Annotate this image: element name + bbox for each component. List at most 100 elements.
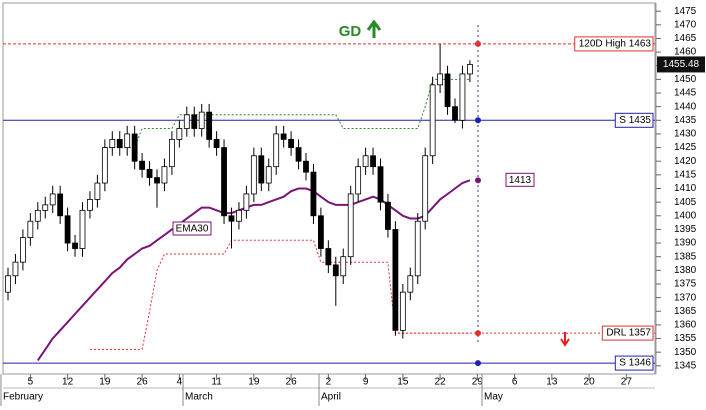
candle-body (101, 147, 108, 184)
ema-line (36, 179, 471, 361)
candle-body (452, 106, 458, 121)
x-tick-label: 11 (211, 377, 222, 388)
y-tick-label: 1460 (674, 47, 697, 58)
candle-body (347, 193, 354, 258)
candle-body (198, 111, 205, 129)
x-tick-label: 6 (512, 377, 518, 388)
ema-end-box (505, 172, 535, 187)
candle-body (236, 209, 242, 222)
candle-body (444, 73, 451, 108)
y-tick-label: 1420 (674, 156, 697, 167)
candle-body (168, 138, 175, 168)
candle-body (250, 155, 257, 195)
candle-body (213, 138, 220, 148)
candle-body (183, 114, 190, 129)
x-tick-label: 26 (286, 377, 298, 388)
y-tick-label: 1450 (674, 74, 697, 85)
y-tick-label: 1395 (674, 224, 697, 235)
y-tick-label: 1355 (674, 333, 697, 344)
candle-body (79, 209, 86, 249)
level-marker (475, 330, 481, 337)
y-tick-label: 1370 (674, 292, 697, 303)
y-tick-label: 1440 (674, 101, 697, 112)
down-arrow (560, 332, 570, 347)
candle-body (12, 261, 19, 277)
y-tick-label: 1365 (674, 306, 697, 317)
candle-body (392, 229, 399, 331)
candle-body (124, 133, 131, 148)
x-tick-label: 4 (177, 377, 183, 388)
month-label: March (185, 392, 213, 403)
level-label: S 1346 (619, 358, 651, 369)
candle-body (116, 138, 123, 148)
y-tick-label: 1465 (674, 33, 697, 44)
y-tick-label: 1425 (674, 142, 697, 153)
candle-body (385, 201, 391, 230)
candle-body (295, 147, 302, 162)
candle-body (42, 204, 49, 211)
y-tick-label: 1415 (674, 170, 697, 181)
y-tick-label: 1475 (674, 6, 697, 17)
x-tick-label: 27 (621, 377, 633, 388)
candle-body (206, 111, 213, 140)
candle-body (459, 73, 466, 121)
last-price-label: 1455.48 (663, 59, 700, 70)
last-price-box (657, 56, 705, 73)
signal-label: GD (339, 23, 362, 40)
candle-body (466, 64, 473, 75)
x-tick-label: 5 (28, 377, 34, 388)
candle-body (370, 155, 376, 168)
plot: 1345135013551360136513701375138013851390… (0, 3, 705, 406)
plot-frame (2, 2, 656, 375)
x-tick-label: 13 (546, 377, 558, 388)
candle-body (139, 160, 146, 170)
candle-body (429, 84, 436, 157)
x-tick-label: 9 (363, 377, 369, 388)
candle-body (161, 166, 168, 184)
y-tick-label: 1430 (674, 129, 697, 140)
candle-body (228, 215, 235, 222)
candle-body (64, 215, 71, 244)
y-tick-label: 1405 (674, 197, 697, 208)
candle-body (154, 177, 160, 184)
candle-body (362, 155, 369, 168)
candle-body (407, 275, 414, 293)
candle-body (57, 193, 64, 217)
level-label-box (614, 355, 654, 371)
y-tick-label: 1385 (674, 251, 697, 262)
y-tick-label: 1470 (674, 19, 697, 30)
x-tick-label: 12 (62, 377, 74, 388)
candle-body (355, 166, 362, 195)
candle-body (332, 264, 339, 277)
candle-body (94, 182, 101, 200)
x-tick-label: 19 (99, 377, 111, 388)
candle-body (310, 171, 317, 217)
candle-body (146, 169, 153, 178)
level-label-box (574, 36, 654, 52)
level-label-box (614, 112, 654, 128)
y-tick-label: 1345 (674, 360, 697, 371)
x-tick-label: 29 (472, 377, 484, 388)
stop-line (104, 78, 470, 149)
level-marker (475, 360, 481, 367)
level-marker (475, 117, 481, 124)
ema-name-box (172, 221, 212, 236)
candle-body (19, 237, 26, 263)
y-tick-label: 1360 (674, 320, 697, 331)
candle-body (273, 133, 280, 168)
candle-body (131, 133, 138, 162)
month-label: February (3, 392, 43, 403)
candle-body (414, 220, 421, 277)
x-tick-label: 19 (248, 377, 260, 388)
candle-body (265, 166, 272, 184)
candle-body (221, 147, 227, 217)
x-tick-label: 26 (137, 377, 149, 388)
candle-body (49, 193, 56, 206)
candle-body (27, 220, 34, 239)
level-label: DRL 1357 (606, 328, 651, 339)
candle-body (422, 155, 429, 222)
candle-body (34, 209, 41, 222)
candle-body (377, 166, 384, 203)
y-tick-label: 1435 (674, 115, 697, 126)
